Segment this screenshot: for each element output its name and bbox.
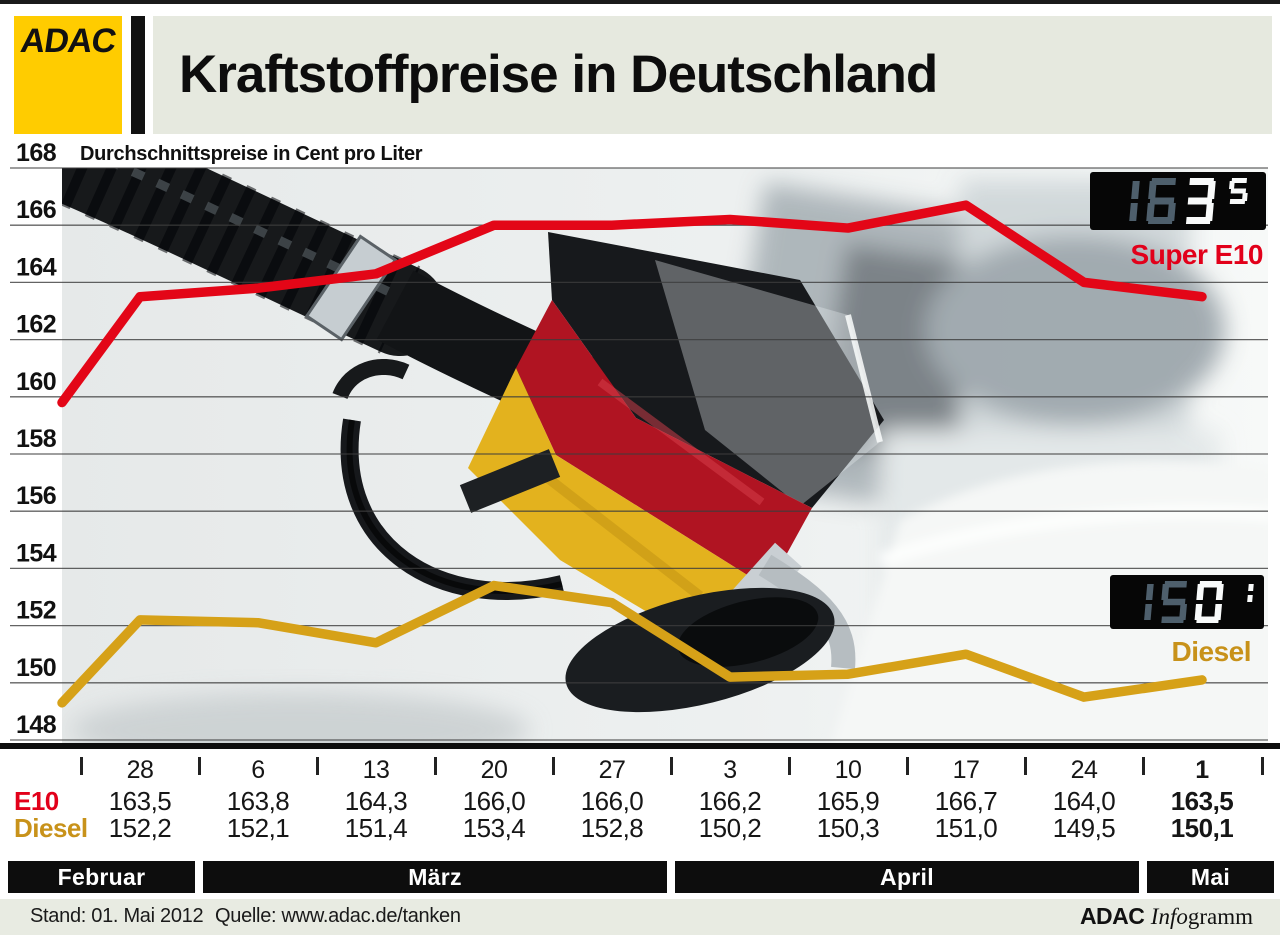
price-line-e10	[57, 200, 1207, 408]
month-band-april: April	[675, 861, 1139, 893]
seven-segment-digit	[1229, 178, 1248, 204]
nozzle-black-section	[548, 232, 884, 508]
y-tick-label: 148	[16, 711, 57, 739]
diesel-value: 150,2	[698, 813, 762, 843]
display-label: Diesel	[1172, 636, 1252, 667]
credit-info: Info	[1150, 904, 1188, 929]
date-label: 10	[834, 756, 862, 784]
e10-value: 166,2	[698, 786, 762, 816]
date-tick	[198, 757, 201, 775]
flag-red-stripe	[516, 300, 812, 588]
date-tick	[80, 757, 83, 775]
seven-segment-digit	[1129, 181, 1140, 221]
month-band-mai: Mai	[1147, 861, 1274, 893]
footer-source: Quelle: www.adac.de/tanken	[215, 905, 461, 927]
date-tick	[906, 757, 909, 775]
y-tick-label: 156	[16, 482, 56, 510]
seven-segment-digit	[1247, 584, 1254, 602]
credit-gramm: gramm	[1187, 904, 1253, 929]
x-axis-line	[0, 743, 1280, 749]
diesel-value: 153,4	[462, 813, 526, 843]
diesel-value: 152,1	[226, 813, 290, 843]
digital-price-displays: Super E10 Diesel	[1090, 172, 1266, 667]
footer-band	[0, 899, 1280, 935]
month-band-märz: März	[203, 861, 667, 893]
title-band: Kraftstoffpreise in Deutschland	[153, 16, 1272, 134]
digital-display-diesel	[1110, 575, 1264, 629]
date-tick	[552, 757, 555, 775]
y-tick-label: 154	[16, 539, 57, 567]
seven-segment-digit	[1161, 581, 1187, 623]
date-label: 27	[598, 756, 626, 784]
date-label: 20	[480, 756, 508, 784]
date-tick	[788, 757, 791, 775]
date-label: 13	[362, 756, 390, 784]
y-tick-label: 164	[16, 253, 57, 281]
seven-segment-digit	[1146, 178, 1176, 224]
e10-value: 164,3	[344, 786, 408, 816]
y-tick-label: 162	[16, 311, 56, 339]
date-label: 3	[723, 756, 737, 784]
diesel-value: 152,8	[580, 813, 644, 843]
seven-segment-digit	[1185, 178, 1216, 224]
seven-segment-digit	[1144, 584, 1154, 620]
y-tick-label: 160	[16, 368, 56, 396]
footer-credit: ADAC Infogramm	[1080, 903, 1253, 930]
e10-value: 165,9	[816, 786, 880, 816]
logo-divider-bar	[131, 16, 145, 134]
price-lines	[57, 200, 1207, 708]
e10-value: 166,7	[934, 786, 998, 816]
e10-value: 164,0	[1052, 786, 1116, 816]
date-tick	[434, 757, 437, 775]
row-label-diesel: Diesel	[14, 813, 88, 843]
diesel-value: 149,5	[1052, 813, 1116, 843]
e10-value: 163,8	[226, 786, 290, 816]
diesel-value: 150,3	[816, 813, 880, 843]
seven-segment-digit	[1194, 581, 1224, 623]
date-tick	[1142, 757, 1145, 775]
price-line-diesel	[57, 580, 1207, 708]
y-tick-label: 166	[16, 196, 56, 224]
month-band-februar: Februar	[8, 861, 195, 893]
y-tick-label: 150	[16, 654, 56, 682]
e10-value: 163,5	[1170, 786, 1234, 816]
nozzle-clear-guard	[655, 260, 880, 506]
date-label: 1	[1195, 756, 1209, 784]
trigger	[459, 449, 561, 513]
chart-subtitle: Durchschnittspreise in Cent pro Liter	[80, 143, 423, 165]
date-label: 6	[251, 756, 265, 784]
soft-shadow	[70, 692, 530, 748]
date-label: 17	[952, 756, 980, 784]
top-border-line	[0, 0, 1280, 4]
date-tick	[316, 757, 319, 775]
credit-adac: ADAC	[1079, 903, 1145, 929]
y-tick-label: 168	[16, 139, 57, 167]
date-label: 24	[1070, 756, 1098, 784]
car-body	[830, 461, 1268, 748]
nozzle-body	[332, 232, 884, 713]
flag-gold-stripe	[468, 368, 768, 652]
y-axis-labels: 168 166 164 162 160 158 156 154 152 150 148	[16, 139, 57, 739]
adac-logo: ADAC	[14, 16, 122, 134]
row-label-e10: E10	[14, 786, 59, 816]
footer-stand: Stand: 01. Mai 2012	[30, 905, 204, 927]
diesel-value: 152,2	[108, 813, 172, 843]
page-title: Kraftstoffpreise in Deutschland	[179, 45, 938, 104]
diesel-value: 151,0	[934, 813, 998, 843]
diesel-value: 151,4	[344, 813, 408, 843]
diesel-value: 150,1	[1170, 813, 1234, 843]
date-label: 28	[126, 756, 154, 784]
date-tick	[1261, 757, 1264, 775]
date-tick	[670, 757, 673, 775]
e10-value: 166,0	[580, 786, 644, 816]
display-label: Super E10	[1131, 239, 1263, 270]
y-tick-label: 152	[16, 597, 56, 625]
e10-value: 163,5	[108, 786, 172, 816]
date-tick	[1024, 757, 1027, 775]
e10-value: 166,0	[462, 786, 526, 816]
pump-nozzle-photo	[62, 168, 1268, 748]
y-tick-label: 158	[16, 425, 57, 453]
